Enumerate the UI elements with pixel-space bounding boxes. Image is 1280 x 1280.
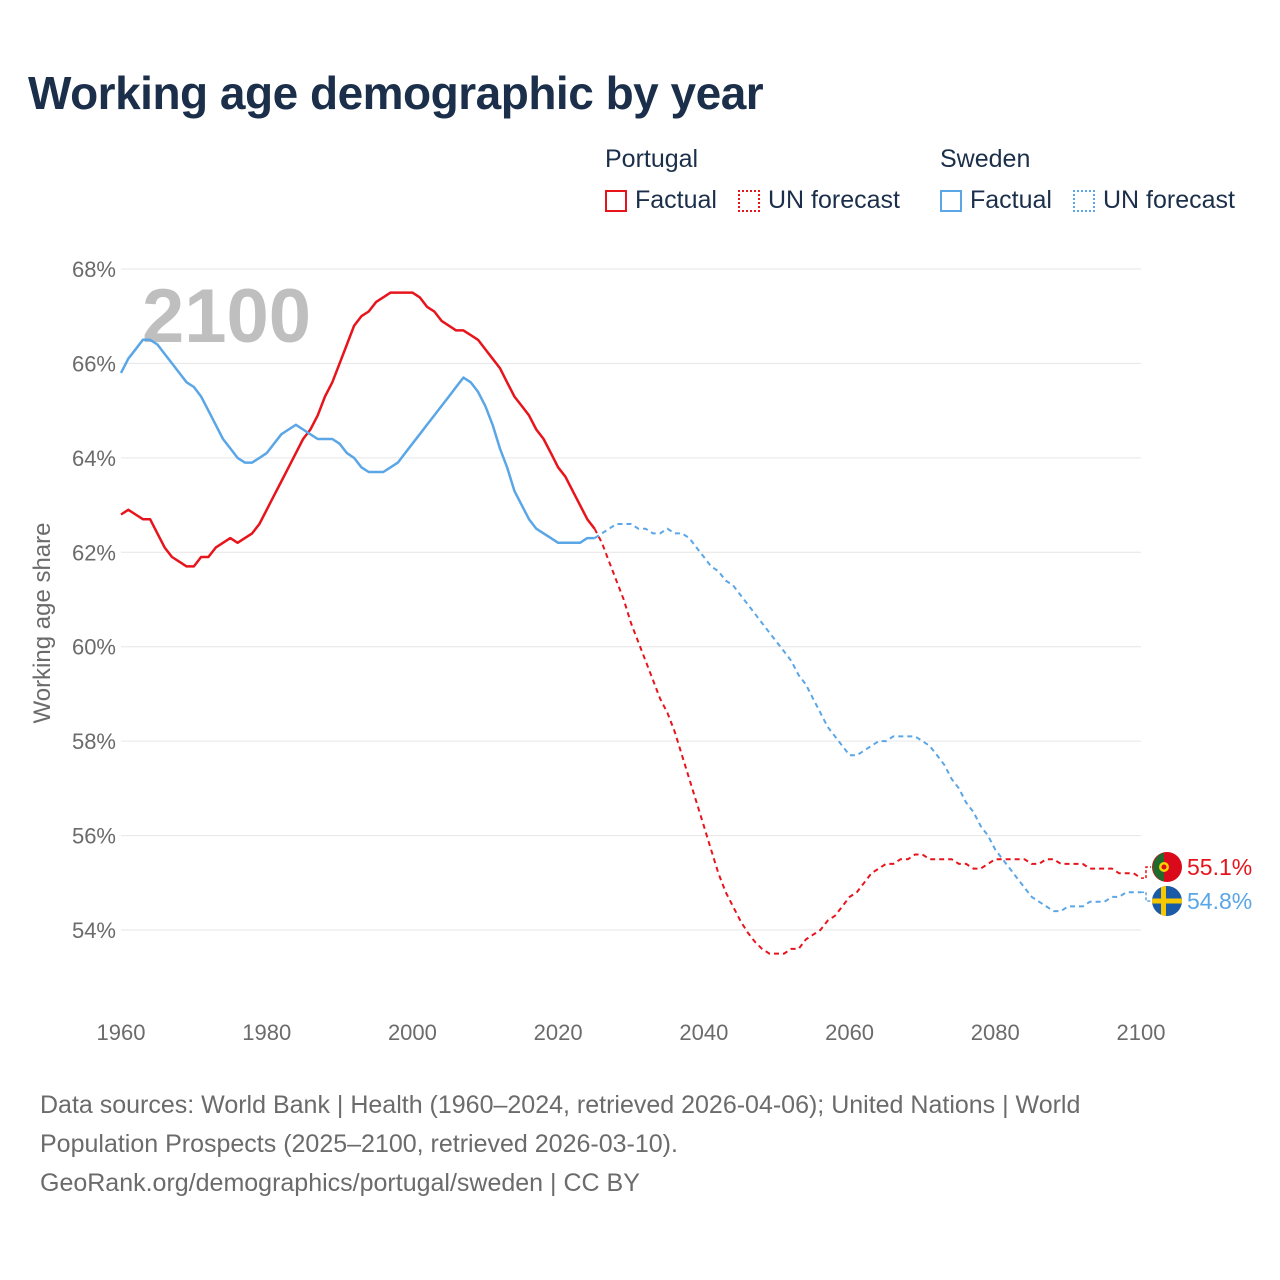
legend-label-sweden-forecast: UN forecast: [1103, 186, 1235, 214]
x-tick-label: 1980: [242, 1020, 291, 1045]
y-tick-label: 62%: [72, 540, 116, 565]
legend-item-sweden-factual[interactable]: Factual: [940, 186, 1052, 215]
y-tick-label: 56%: [72, 824, 116, 849]
sweden-flag-icon: [1152, 886, 1182, 916]
legend-swatch-sweden-forecast: [1073, 189, 1095, 212]
y-axis-title: Working age share: [29, 523, 56, 724]
x-tick-label: 1960: [97, 1020, 146, 1045]
end-label-portugal: 55.1%: [1187, 854, 1252, 880]
x-tick-label: 2060: [825, 1020, 874, 1045]
legend-group-sweden: Sweden: [940, 145, 1031, 173]
footer-sources: Data sources: World Bank | Health (1960–…: [40, 1086, 1240, 1203]
series-portugal-factual-line: [120, 291, 596, 568]
y-tick-label: 60%: [72, 635, 116, 660]
legend-swatch-portugal-forecast: [738, 189, 760, 212]
footer-line-3[interactable]: GeoRank.org/demographics/portugal/sweden…: [40, 1169, 640, 1197]
y-axis-labels: 54% 56% 58% 60% 62% 64% 66% 68%: [72, 257, 116, 943]
y-tick-label: 58%: [72, 729, 116, 754]
legend-group-portugal: Portugal: [605, 145, 699, 173]
portugal-flag-icon: [1152, 852, 1182, 882]
flag-cross-h: [1152, 898, 1182, 904]
legend-item-sweden-forecast[interactable]: UN forecast: [1073, 186, 1235, 215]
legend-swatch-sweden-factual: [940, 189, 962, 212]
y-tick-label: 66%: [72, 351, 116, 376]
footer-line-2: Population Prospects (2025–2100, retriev…: [40, 1130, 678, 1158]
series-portugal-forecast-line: [593, 528, 1142, 955]
y-tick-label: 68%: [72, 257, 116, 282]
endpoint-connector-portugal: [1141, 866, 1151, 879]
x-tick-label: 2040: [679, 1020, 728, 1045]
legend-label-portugal-factual: Factual: [635, 186, 717, 214]
legend-item-portugal-factual[interactable]: Factual: [605, 186, 717, 215]
series-sweden-forecast-line: [594, 523, 1141, 913]
legend-swatch-portugal-factual: [605, 189, 627, 212]
legend-label-sweden-factual: Factual: [970, 186, 1052, 214]
x-tick-label: 2020: [534, 1020, 583, 1045]
series-layer: [119, 291, 1142, 955]
footer-line-1: Data sources: World Bank | Health (1960–…: [40, 1091, 1081, 1119]
grid-layer: [121, 268, 1141, 931]
legend-item-portugal-forecast[interactable]: UN forecast: [738, 186, 900, 215]
chart-title: Working age demographic by year: [28, 67, 764, 119]
y-tick-label: 64%: [72, 446, 116, 471]
x-tick-label: 2100: [1117, 1020, 1166, 1045]
year-watermark: 2100: [142, 274, 311, 359]
x-axis-labels: 1960 1980 2000 2020 2040 2060 2080 2100: [97, 1020, 1166, 1045]
endpoints-layer: 55.1% 54.8%: [1141, 852, 1252, 916]
y-tick-label: 54%: [72, 918, 116, 943]
flag-green: [1152, 852, 1164, 882]
end-label-sweden: 54.8%: [1187, 888, 1252, 914]
x-tick-label: 2080: [971, 1020, 1020, 1045]
flag-cross-v: [1161, 886, 1166, 916]
endpoint-connector-sweden: [1141, 891, 1151, 902]
series-sweden-factual-line: [119, 338, 595, 545]
x-tick-label: 2000: [388, 1020, 437, 1045]
flag-emblem-inner: [1161, 864, 1167, 870]
legend-label-portugal-forecast: UN forecast: [768, 186, 900, 214]
